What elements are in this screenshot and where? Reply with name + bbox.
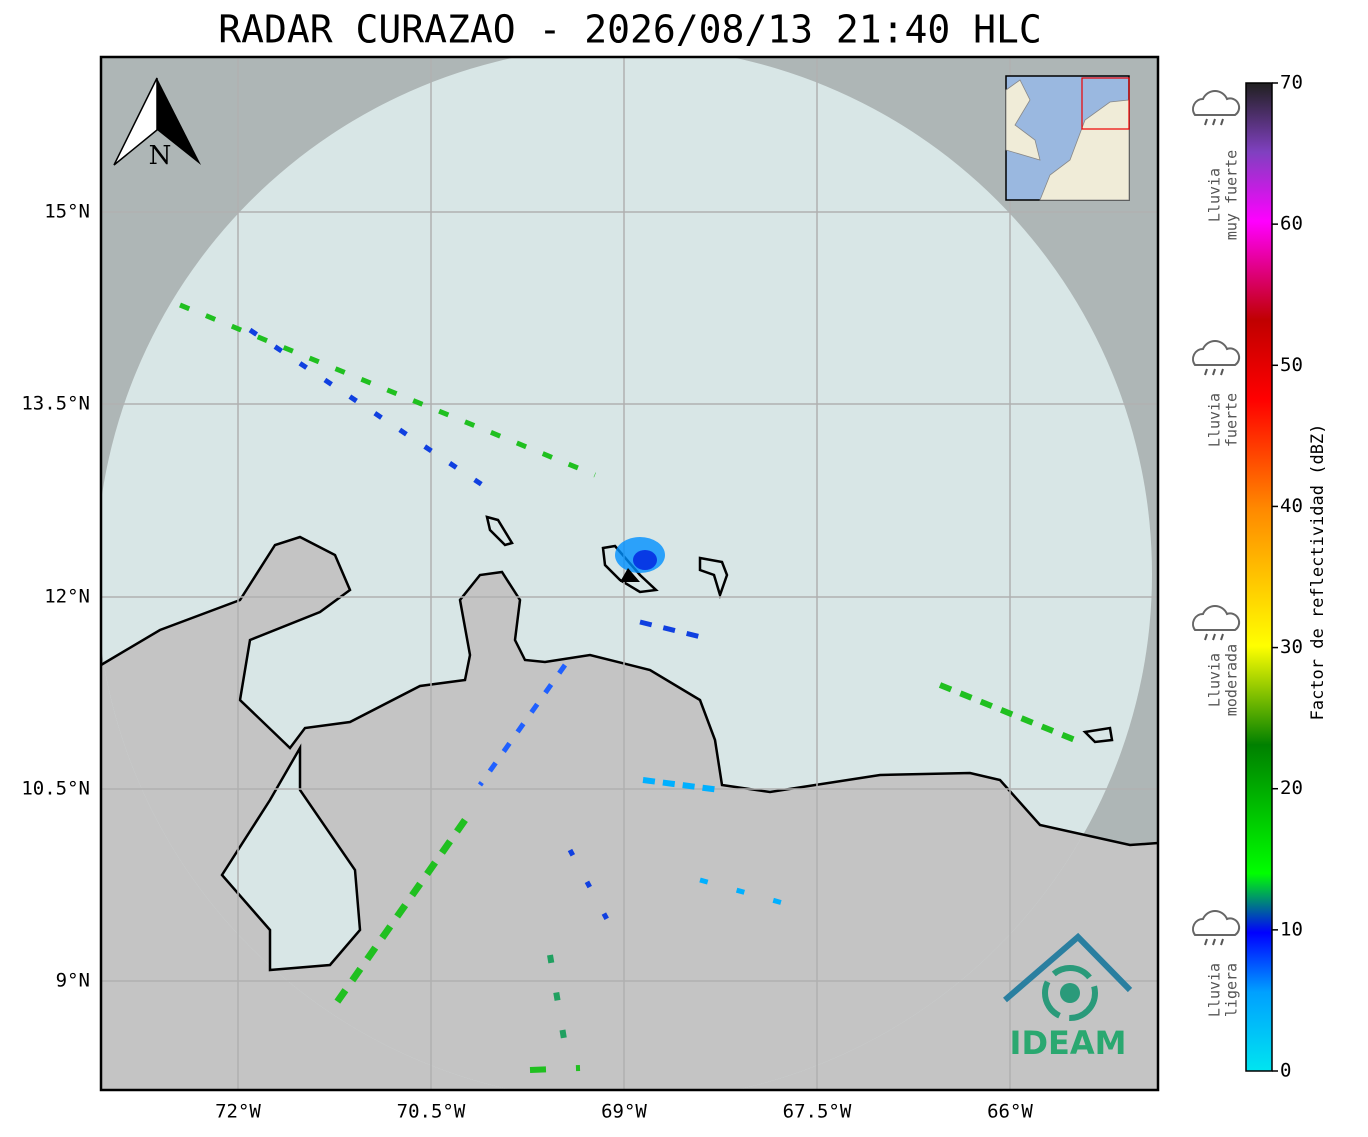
rain-label: muy fuerte	[1223, 150, 1241, 240]
rain-label: Lluvia	[1206, 653, 1224, 707]
rain-label: ligera	[1223, 963, 1241, 1017]
colorbar-tick-label: 40	[1280, 495, 1303, 517]
colorbar-tick-label: 70	[1280, 72, 1303, 94]
coastline	[101, 535, 1158, 847]
inset-map	[1005, 75, 1130, 201]
colorbar-tick-label: 0	[1280, 1060, 1291, 1082]
rain-icon	[1192, 90, 1241, 116]
x-tick-label: 66°W	[987, 1101, 1033, 1123]
y-tick-label: 9°N	[56, 970, 90, 992]
rain-label: moderada	[1223, 644, 1241, 716]
colorbar	[1245, 82, 1273, 1072]
radar-echoes	[179, 302, 1077, 1073]
rain-icon	[1192, 910, 1241, 936]
y-tick-label: 10.5°N	[21, 778, 90, 800]
rain-drops	[1204, 368, 1224, 376]
x-tick-label: 69°W	[601, 1101, 647, 1123]
rain-icon	[1192, 605, 1241, 631]
rain-label: Lluvia	[1206, 393, 1224, 447]
rain-drops	[1204, 118, 1224, 126]
rain-drops	[1204, 633, 1224, 641]
x-tick-label: 72°W	[215, 1101, 261, 1123]
rain-label: fuerte	[1223, 393, 1241, 447]
x-tick-label: 70.5°W	[397, 1101, 466, 1123]
colorbar-tick-label: 20	[1280, 777, 1303, 799]
x-tick-label: 67.5°W	[783, 1101, 852, 1123]
rain-drops	[1204, 938, 1224, 946]
rain-icon	[1192, 340, 1241, 366]
map-frame	[99, 55, 1160, 1092]
aruba	[485, 515, 514, 547]
lake-maracaibo	[220, 743, 362, 972]
rain-label: Lluvia	[1206, 963, 1224, 1017]
radar-site	[620, 568, 640, 582]
colorbar-tick-label: 30	[1280, 636, 1303, 658]
colorbar-tick-label: 60	[1280, 213, 1303, 235]
island	[1082, 726, 1114, 744]
graticule	[101, 57, 1158, 1090]
logo-text: IDEAM	[1010, 1024, 1127, 1062]
y-tick-label: 12°N	[44, 586, 90, 608]
colorbar-tick-label: 50	[1280, 354, 1303, 376]
title: RADAR CURAZAO - 2026/08/13 21:40 HLC	[218, 8, 1042, 52]
north-arrow: N	[113, 77, 201, 171]
bonaire	[698, 556, 729, 600]
logo: IDEAM	[1003, 932, 1133, 1062]
map	[101, 57, 1158, 1090]
y-tick-label: 13.5°N	[21, 393, 90, 415]
colorbar-tick-label: 10	[1280, 918, 1303, 940]
y-tick-label: 15°N	[44, 201, 90, 223]
north-label: N	[149, 141, 172, 171]
colorbar-label: Factor de reflectividad (dBZ)	[1308, 424, 1328, 721]
rain-label: Lluvia	[1206, 168, 1224, 222]
